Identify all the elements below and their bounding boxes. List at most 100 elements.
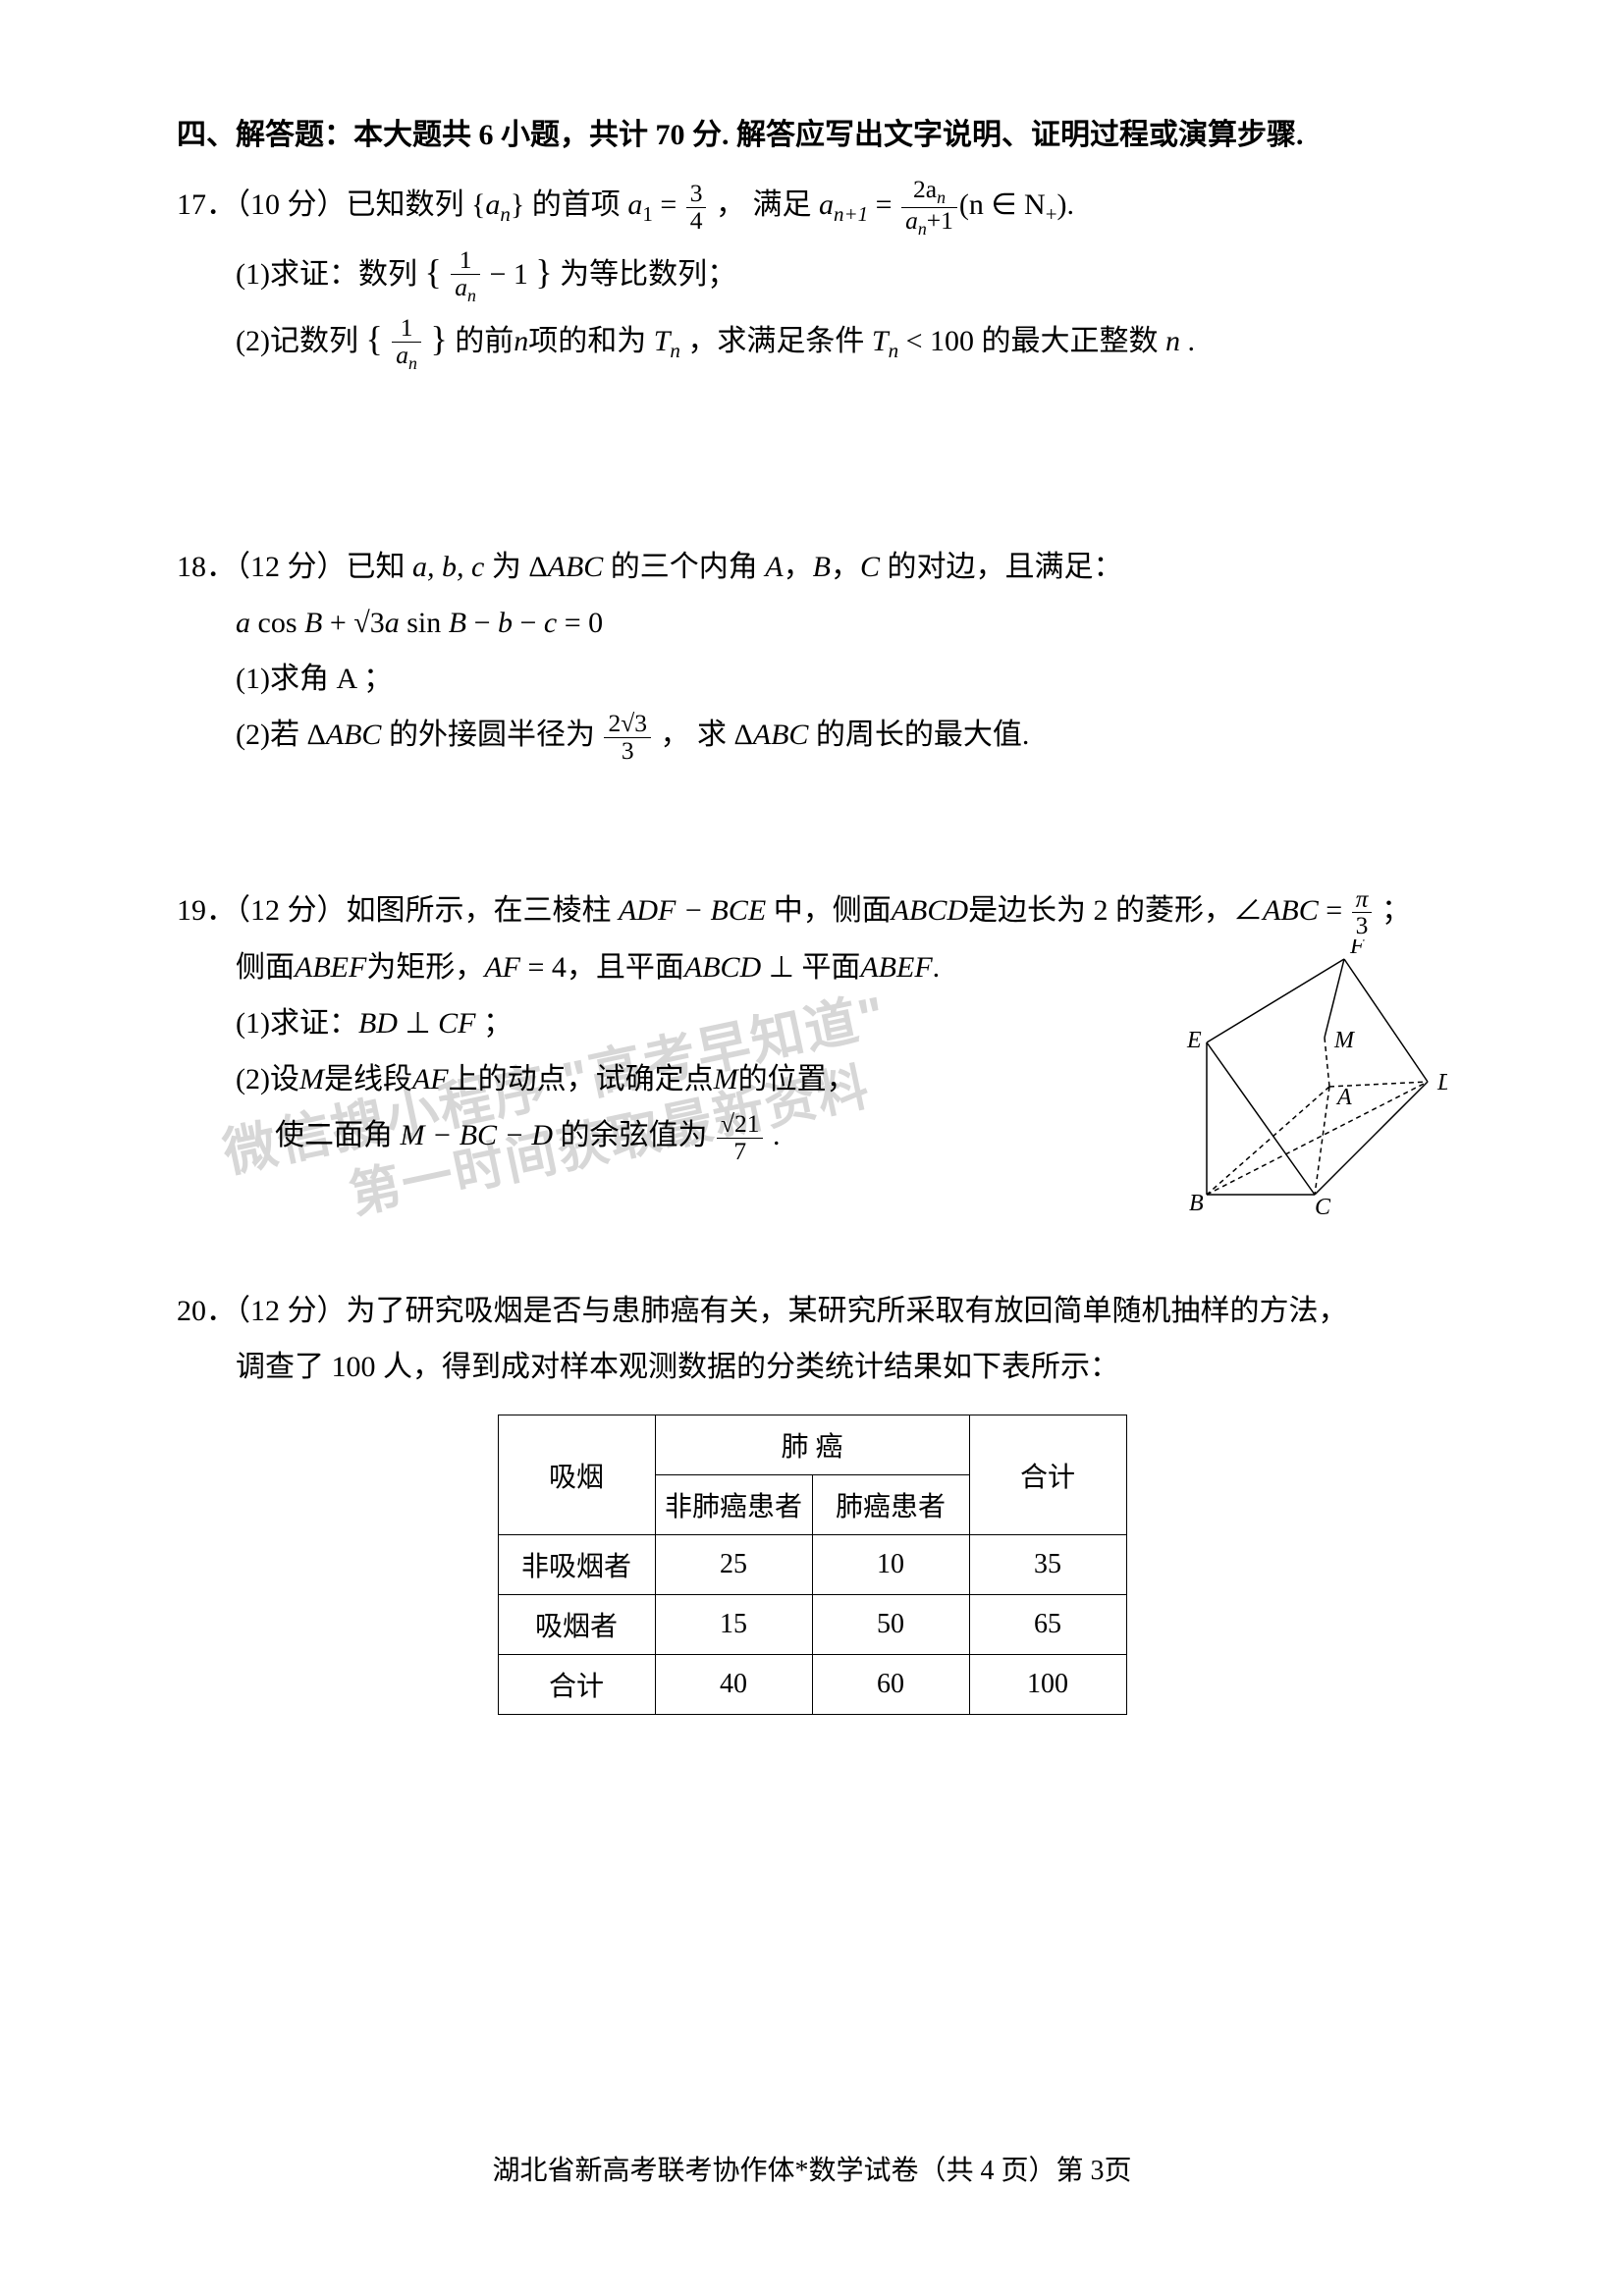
p17-frac2-num-sub: n — [937, 187, 946, 207]
p17-q2-frac-den-sub: n — [408, 353, 417, 373]
p19-q2-l2-c: . — [765, 1119, 780, 1151]
table-row: 吸烟 肺 癌 合计 — [498, 1415, 1126, 1475]
p18-eq-e: − — [466, 607, 498, 639]
p17-q2-f: . — [1180, 325, 1195, 357]
p19-q1-c: ； — [475, 1007, 513, 1040]
p19-q2-frac-num: √21 — [717, 1111, 764, 1139]
p17-an1-var: a — [819, 188, 834, 221]
p19-intro-c: 是边长为 2 的菱形，∠ — [968, 894, 1263, 927]
row1-b: 15 — [655, 1595, 812, 1655]
p19-intro-b: 中，侧面 — [766, 894, 892, 927]
p17-q2-frac-den: an — [392, 343, 421, 373]
p19-figure: FEMDABC — [1113, 939, 1447, 1214]
p18-eq-f: − — [513, 607, 544, 639]
p19-ABEF2: ABEF — [860, 951, 932, 984]
p18-C: C — [860, 551, 880, 583]
p17-q1-frac-num: 1 — [451, 247, 480, 275]
col-d-header: 合计 — [969, 1415, 1126, 1535]
p18-comma1: ， — [784, 551, 813, 583]
p17-frac2-num-a: 2a — [913, 175, 937, 203]
p17-frac1: 34 — [686, 181, 707, 235]
p17-q1-frac-den-sub: n — [467, 286, 476, 305]
svg-text:B: B — [1189, 1191, 1204, 1214]
p17-q2: (2)记数列 { 1an } 的前n项的和为 Tn ，求满足条件 Tn < 10… — [177, 305, 1447, 372]
p19-frac: π3 — [1352, 886, 1373, 940]
p18-q2: (2)若 ΔABC 的外接圆半径为 2√33 ， 求 ΔABC 的周长的最大值. — [177, 707, 1447, 764]
p17-q2-c: 项的和为 — [528, 325, 654, 357]
p17-q2-e: < 100 的最大正整数 — [898, 325, 1165, 357]
p17-eq1: = — [653, 188, 684, 221]
p18-comma2: ， — [831, 551, 860, 583]
p20-table: 吸烟 肺 癌 合计 非肺癌患者 肺癌患者 非吸烟者 25 10 35 吸烟者 1… — [498, 1415, 1127, 1715]
p17-q2-nn: n — [1165, 325, 1180, 357]
p20-points: （12 分） — [236, 1295, 347, 1327]
p17-q1-frac-den: an — [451, 275, 480, 305]
row0-label: 非吸烟者 — [498, 1535, 655, 1595]
p19-q1-CF: CF — [438, 1007, 475, 1040]
p17-a1-sub: 1 — [642, 202, 653, 226]
p19-ABEF: ABEF — [295, 951, 366, 984]
problem-18: 18．（12 分）已知 a, b, c 为 ΔABC 的三个内角 A，B，C 的… — [177, 539, 1447, 764]
p18-q2-b: 的外接圆半径为 — [381, 719, 602, 751]
p19-q2-a: (2)设 — [236, 1063, 299, 1095]
p20-label: 20． — [177, 1295, 236, 1327]
page-footer: 湖北省新高考联考协作体*数学试卷（共 4 页）第 3页 — [0, 2149, 1624, 2188]
p18-eq-cos: cos — [250, 607, 304, 639]
p19-ABCD2: ABCD — [684, 951, 761, 984]
p19-q2-MBCD: M − BC − D — [401, 1119, 553, 1151]
p18-A: A — [765, 551, 783, 583]
p18-intro-d: 的对边，且满足： — [880, 551, 1123, 583]
table-row: 吸烟者 15 50 65 — [498, 1595, 1126, 1655]
p17-eq2: = — [868, 188, 899, 221]
p18-eq-g: = 0 — [557, 607, 603, 639]
p19-line2-b: 为矩形， — [366, 951, 484, 984]
row1-c: 50 — [812, 1595, 969, 1655]
p17-q1: (1)求证：数列 { 1an − 1 } 为等比数列； — [177, 239, 1447, 305]
p18-q2-frac-num: 2√3 — [604, 711, 651, 738]
p20-table-wrap: 吸烟 肺 癌 合计 非肺癌患者 肺癌患者 非吸烟者 25 10 35 吸烟者 1… — [177, 1415, 1447, 1715]
p19-q2-l2: 使二面角 M − BC − D 的余弦值为 √217 . — [177, 1107, 1113, 1164]
p17-frac1-num: 3 — [686, 181, 707, 208]
p19-q1-b: ⊥ — [398, 1007, 438, 1040]
row1-label: 吸烟者 — [498, 1595, 655, 1655]
p18-abc: a, b, c — [412, 551, 484, 583]
p18-q1: (1)求角 A ； — [177, 651, 1447, 707]
p19-intro-d: = — [1319, 894, 1350, 927]
table-row: 合计 40 60 100 — [498, 1655, 1126, 1715]
p19-q2-l2-a: 使二面角 — [275, 1119, 401, 1151]
p17-frac2-den-b: +1 — [927, 206, 953, 235]
p19-line2: 侧面ABEF为矩形，AF = 4，且平面ABCD ⊥ 平面ABEF. — [177, 939, 1113, 995]
p18-q2-a: (2)若 Δ — [236, 719, 326, 751]
p17-frac2-den-sub: n — [918, 219, 927, 239]
svg-text:M: M — [1333, 1028, 1356, 1053]
p19-q2-AF: AF — [412, 1063, 449, 1095]
p17-q1-frac: 1an — [451, 247, 480, 305]
prism-diagram: FEMDABC — [1113, 939, 1447, 1214]
p18-eq-b2: b — [498, 607, 513, 639]
p19-intro-e: ； — [1374, 894, 1411, 927]
row0-d: 35 — [969, 1535, 1126, 1595]
p17-q2-T2sub: n — [889, 339, 899, 362]
p19-q2-M: M — [299, 1063, 324, 1095]
p18-q2-d: 的周长的最大值. — [808, 719, 1029, 751]
p18-intro: 18．（12 分）已知 a, b, c 为 ΔABC 的三个内角 A，B，C 的… — [177, 539, 1447, 595]
p17-label: 17． — [177, 188, 236, 221]
p18-q2-ABC2: ABC — [753, 719, 809, 751]
problem-19: 19．（12 分）如图所示，在三棱柱 ADF − BCE 中，侧面ABCD是边长… — [177, 882, 1447, 1214]
p17-frac2-den-a: a — [905, 206, 918, 235]
svg-text:F: F — [1349, 939, 1365, 959]
p18-intro-b: 为 Δ — [484, 551, 547, 583]
p17-q2-T: T — [654, 325, 671, 357]
p17-a1-var: a — [627, 188, 642, 221]
p18-eq-a: a — [236, 607, 250, 639]
p17-q2-Tsub: n — [670, 339, 680, 362]
p17-tail-sub: + — [1046, 202, 1057, 226]
p17-q2-frac-den-a: a — [396, 341, 408, 369]
svg-text:A: A — [1335, 1085, 1352, 1110]
p17-frac2: 2anan+1 — [901, 177, 957, 239]
row-header: 吸烟 — [498, 1415, 655, 1535]
p17-frac1-den: 4 — [686, 208, 707, 235]
row0-b: 25 — [655, 1535, 812, 1595]
p18-eq: a cos B + √3a sin B − b − c = 0 — [177, 595, 1447, 651]
p17-q2-d: ，求满足条件 — [680, 325, 872, 357]
